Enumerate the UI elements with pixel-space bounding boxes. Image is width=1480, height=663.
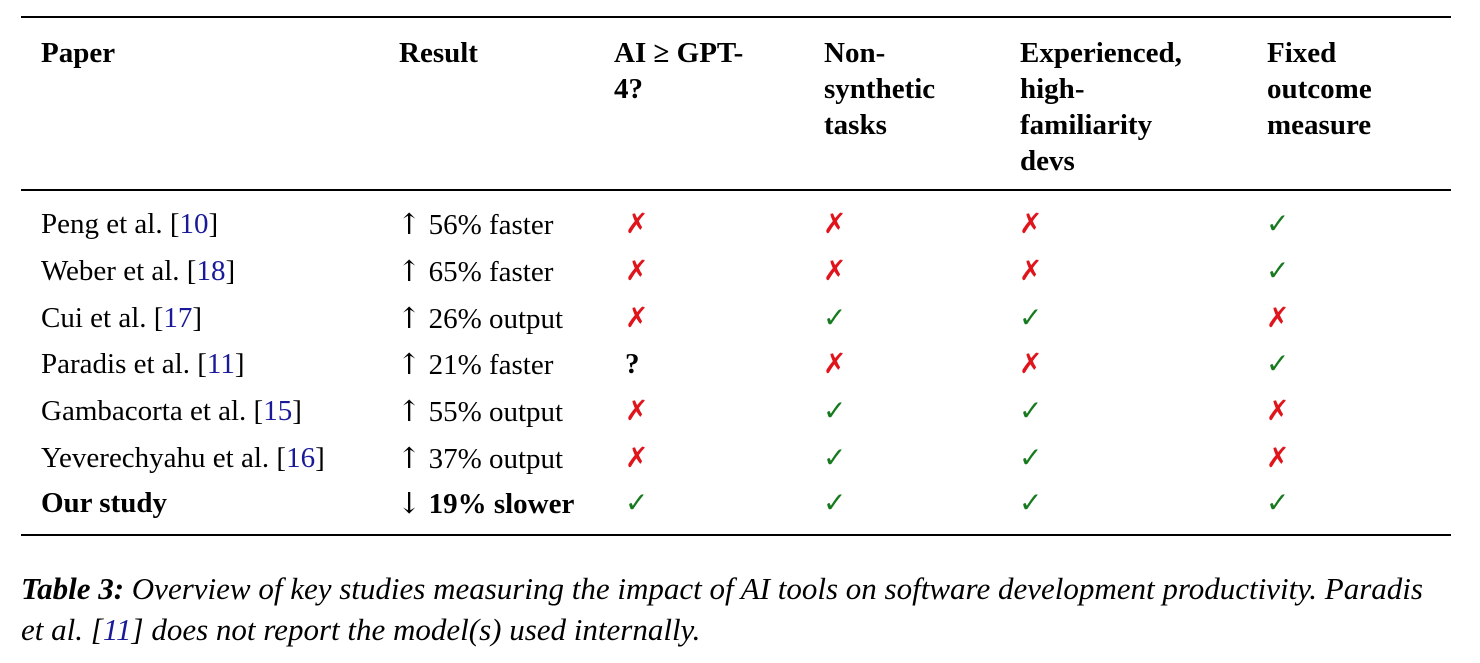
citation-link[interactable]: 15 [263,395,293,427]
paper-name: Peng et al. [ [41,208,180,240]
result-cell: ↑ 37% output [397,435,563,482]
paper-cell: Gambacorta et al. [15] [41,388,302,434]
paper-name: Cui et al. [ [41,302,164,334]
table-row: Gambacorta et al. [15] ↑ 55% output ✗ ✓ ✓ ✗ [0,388,1480,434]
unknown-icon: ? [625,348,640,380]
cross-icon: ✗ [1266,301,1290,334]
header-non-synthetic: Non- synthetic tasks [824,37,936,141]
citation-bracket: ] [192,302,203,334]
cross-icon: ✗ [625,441,649,474]
header-result: Result [399,37,478,69]
table-row: Our study ↓ 19% slower ✓ ✓ ✓ ✓ [0,480,1480,526]
paper-cell: Peng et al. [10] [41,201,218,247]
arrow-up-icon: ↑ [397,441,422,475]
check-icon: ✓ [1266,254,1290,287]
cross-icon: ✗ [625,207,649,240]
check-icon: ✓ [1019,394,1043,427]
cross-icon: ✗ [625,254,649,287]
citation-link[interactable]: 10 [179,208,209,240]
caption-ref-link[interactable]: 11 [102,612,132,647]
arrow-up-icon: ↑ [397,207,422,241]
paper-name: Yeverechyahu et al. [ [41,442,287,474]
cross-icon: ✗ [1019,207,1043,240]
caption-label: Table 3: [21,571,125,606]
result-text: 65% faster [421,256,554,288]
cross-icon: ✗ [823,254,847,287]
table-bottom-rule [21,534,1451,536]
cross-icon: ✗ [823,207,847,240]
paper-cell: Paradis et al. [11] [41,341,245,387]
citation-link[interactable]: 18 [196,255,226,287]
result-text: 26% output [421,303,564,335]
check-icon: ✓ [1019,486,1043,519]
result-cell: ↑ 21% faster [397,341,553,388]
citation-link[interactable]: 11 [206,348,235,380]
paper-cell: Yeverechyahu et al. [16] [41,435,325,481]
check-icon: ✓ [823,301,847,334]
table-header-rule [21,189,1451,191]
table-top-rule [21,16,1451,18]
cross-icon: ✗ [1266,394,1290,427]
result-text: 37% output [421,443,564,475]
result-cell: ↑ 55% output [397,388,563,435]
cross-icon: ✗ [1019,347,1043,380]
cross-icon: ✗ [625,394,649,427]
citation-bracket: ] [225,255,236,287]
check-icon: ✓ [823,394,847,427]
check-icon: ✓ [1266,347,1290,380]
check-icon: ✓ [1266,207,1290,240]
check-icon: ✓ [823,441,847,474]
citation-bracket: ] [208,208,219,240]
result-cell: ↑ 65% faster [397,248,553,295]
arrow-down-icon: ↓ [397,486,422,520]
result-text: 21% faster [421,349,554,381]
arrow-up-icon: ↑ [397,394,422,428]
paper-name: Weber et al. [ [41,255,197,287]
table-row: Paradis et al. [11] ↑ 21% faster? ✗ ✗ ✓ [0,341,1480,387]
citation-bracket: ] [292,395,302,427]
caption-text-after: ] does not report the model(s) used inte… [131,612,701,647]
header-paper: Paper [41,37,116,69]
cross-icon: ✗ [823,347,847,380]
table-row: Weber et al. [18] ↑ 65% faster ✗ ✗ ✗ ✓ [0,248,1480,294]
result-cell: ↑ 56% faster [397,201,553,248]
arrow-up-icon: ↑ [397,347,422,381]
check-icon: ✓ [1019,301,1043,334]
caption-text-before: Overview of key studies measuring the im… [21,571,1423,647]
table-row: Peng et al. [10] ↑ 56% faster ✗ ✗ ✗ ✓ [0,201,1480,247]
cross-icon: ✗ [1266,441,1290,474]
paper-name: Paradis et al. [ [41,348,207,380]
table-caption: Table 3: Overview of key studies measuri… [21,568,1451,650]
check-icon: ✓ [625,486,649,519]
result-cell: ↑ 26% output [397,295,563,342]
citation-bracket: ] [315,442,325,474]
arrow-up-icon: ↑ [397,254,422,288]
arrow-up-icon: ↑ [397,301,422,335]
check-icon: ✓ [823,486,847,519]
paper-name: Our study [41,487,167,519]
cross-icon: ✗ [625,301,649,334]
citation-link[interactable]: 17 [163,302,193,334]
paper-name: Gambacorta et al. [ [41,395,264,427]
result-cell: ↓ 19% slower [397,480,574,527]
paper-cell: Cui et al. [17] [41,295,202,341]
result-text: 56% faster [421,209,554,241]
table-row: Yeverechyahu et al. [16] ↑ 37% output ✗ ✓ ✓ ✗ [0,435,1480,481]
paper-cell: Weber et al. [18] [41,248,235,294]
table-row: Cui et al. [17] ↑ 26% output ✗ ✓ ✓ ✗ [0,295,1480,341]
header-experienced-devs: Experienced, high- familiarity devs [1020,37,1182,177]
result-text: 19% slower [421,488,575,520]
check-icon: ✓ [1019,441,1043,474]
header-fixed-outcome: Fixed outcome measure [1267,37,1372,141]
cross-icon: ✗ [1019,254,1043,287]
citation-link[interactable]: 16 [286,442,316,474]
result-text: 55% output [421,396,564,428]
citation-bracket: ] [234,348,245,380]
check-icon: ✓ [1266,486,1290,519]
paper-cell: Our study [41,480,167,526]
header-ai-gpt4: AI ≥ GPT- 4? [614,37,744,105]
